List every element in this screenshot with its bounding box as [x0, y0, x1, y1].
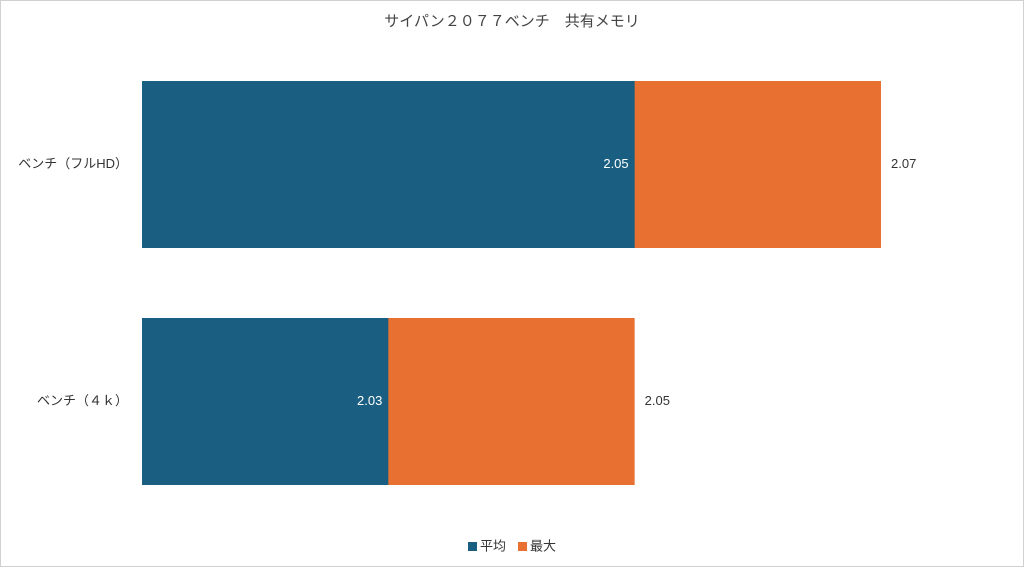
- legend-label: 最大: [530, 538, 556, 553]
- bar: [142, 318, 389, 485]
- legend-label: 平均: [480, 538, 506, 553]
- chart-title: サイパン２０７７ベンチ 共有メモリ: [384, 13, 639, 30]
- data-label: 2.05: [603, 156, 628, 171]
- data-label: 2.05: [645, 393, 670, 408]
- data-label: 2.03: [357, 393, 382, 408]
- y-tick-label: ベンチ（４ｋ）: [37, 393, 128, 408]
- legend-swatch: [518, 542, 528, 551]
- y-tick-label: ベンチ（フルHD）: [18, 156, 128, 171]
- bar: [142, 81, 635, 248]
- legend-swatch: [468, 542, 477, 551]
- data-label: 2.07: [891, 156, 916, 171]
